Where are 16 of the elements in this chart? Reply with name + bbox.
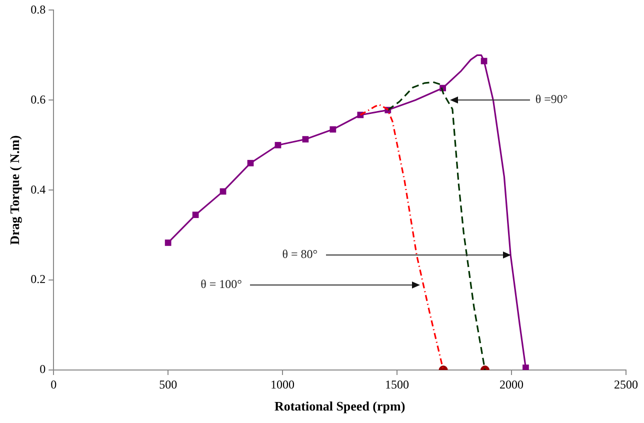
x-tick-label: 500 [159,377,178,392]
x-axis-title: Rotational Speed (rpm) [274,398,406,414]
annotation: θ = 100° [200,276,242,292]
y-tick-label: 0.2 [30,272,46,286]
y-tick-label: 0.4 [30,182,46,196]
y-tick-label: 0.8 [30,2,46,16]
y-tick-label: 0 [40,362,46,376]
annotation: θ =90° [535,92,568,108]
x-tick-label: 2500 [614,377,638,392]
annotation: θ = 80° [282,247,318,262]
x-tick-label: 1000 [270,377,295,392]
x-tick-label: 2000 [500,377,524,392]
x-tick-label: 1500 [385,377,410,392]
x-tick-label: 0 [50,377,57,392]
y-tick-label: 0.6 [30,92,46,106]
y-axis-title: Drag Torque ( N.m) [7,135,22,245]
